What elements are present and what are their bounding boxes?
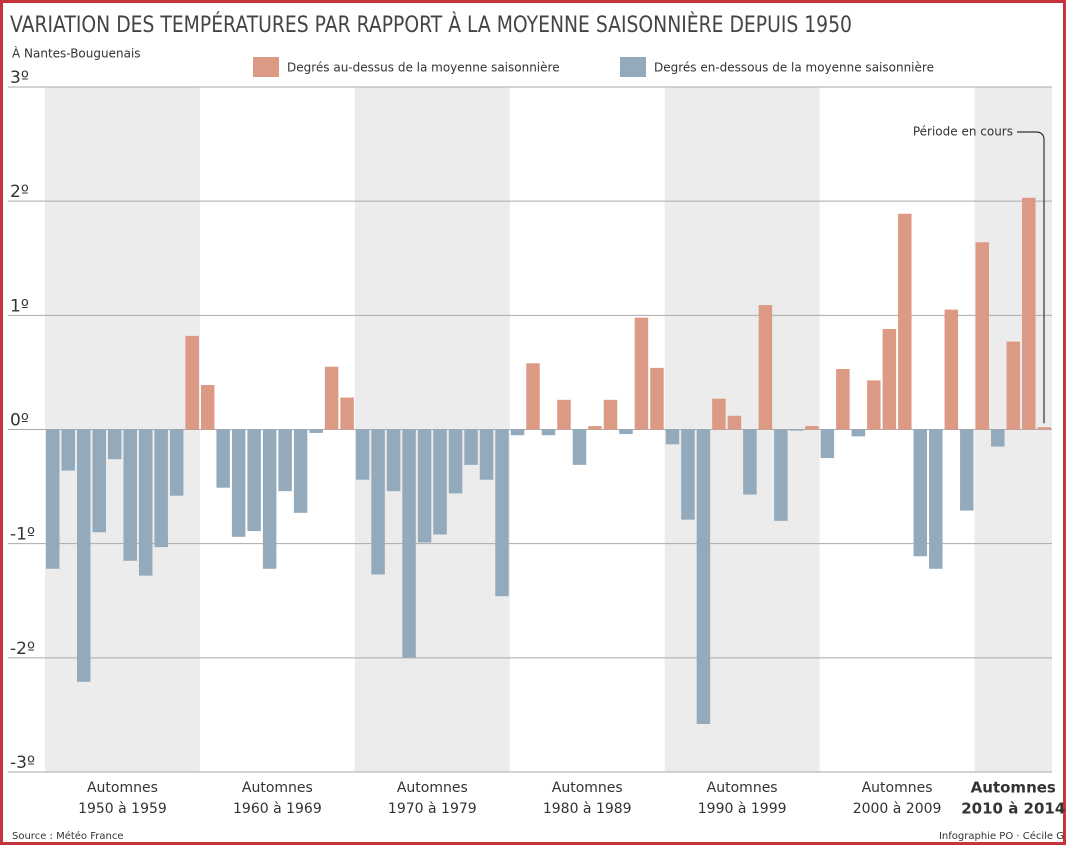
bar — [944, 309, 959, 430]
bar — [836, 368, 850, 430]
bar — [479, 429, 494, 480]
legend-label: Degrés en-dessous de la moyenne saisonni… — [654, 61, 934, 75]
bar — [138, 429, 153, 576]
bar — [231, 429, 246, 537]
group-label: Automnes — [707, 780, 778, 796]
bar — [650, 367, 664, 430]
group-label: Automnes — [87, 780, 158, 796]
y-tick-label: -2º — [10, 639, 35, 659]
group-label: 1990 à 1999 — [698, 801, 787, 817]
bar — [867, 380, 881, 430]
bar — [324, 366, 339, 430]
bar — [464, 429, 478, 465]
bar — [417, 429, 432, 543]
bar — [743, 429, 757, 495]
bar — [355, 429, 370, 480]
group-label: 1950 à 1959 — [78, 801, 167, 817]
y-tick-label: -3º — [10, 753, 35, 773]
bar — [820, 429, 835, 459]
bar — [975, 242, 990, 430]
bar — [107, 429, 122, 460]
chart-title: VARIATION DES TEMPÉRATURES PAR RAPPORT À… — [10, 12, 852, 38]
bar — [46, 429, 60, 569]
bar — [92, 429, 106, 533]
bar — [774, 429, 788, 521]
bar — [913, 429, 928, 557]
bar — [882, 329, 897, 430]
group-label: 2000 à 2009 — [853, 801, 942, 817]
bar — [185, 335, 199, 430]
bar — [123, 429, 137, 561]
bar — [603, 399, 618, 430]
bar — [278, 429, 292, 492]
bar — [448, 429, 463, 494]
group-label: 1970 à 1979 — [388, 801, 477, 817]
bar — [898, 213, 912, 430]
bar — [309, 429, 323, 433]
bar — [510, 429, 525, 436]
legend-swatch — [620, 57, 646, 77]
bar — [619, 429, 633, 435]
bar — [402, 429, 416, 658]
bar — [216, 429, 230, 488]
bar — [960, 429, 974, 511]
group-label: 1980 à 1989 — [543, 801, 632, 817]
y-tick-label: 0º — [10, 411, 29, 431]
annotation-leader — [1017, 131, 1045, 424]
bar — [572, 429, 587, 465]
bar — [727, 415, 742, 430]
bar — [433, 429, 447, 535]
bar — [293, 429, 308, 513]
bar — [61, 429, 75, 471]
y-tick-label: 1º — [10, 296, 29, 316]
bar — [154, 429, 168, 548]
bar — [991, 429, 1005, 447]
bar — [758, 305, 773, 430]
group-label: 1960 à 1969 — [233, 801, 322, 817]
y-tick-label: -1º — [10, 525, 35, 545]
bar — [1037, 427, 1051, 430]
bar — [340, 397, 354, 430]
bar — [495, 429, 509, 597]
group-label: 2010 à 2014 — [961, 800, 1065, 818]
bar — [588, 426, 602, 430]
legend-swatch — [253, 57, 279, 77]
bar — [371, 429, 385, 575]
bar — [200, 384, 215, 430]
bar — [541, 429, 556, 436]
group-label: Automnes — [862, 780, 933, 796]
bar — [262, 429, 277, 569]
bar — [681, 429, 695, 520]
y-tick-label: 3º — [10, 68, 29, 88]
group-label: Automnes — [552, 780, 623, 796]
bar — [805, 426, 819, 430]
bar — [386, 429, 401, 492]
bar — [526, 363, 540, 430]
bar — [634, 317, 649, 430]
group-label: Automnes — [242, 780, 313, 796]
bar — [557, 399, 571, 430]
bar — [789, 429, 804, 431]
bar — [696, 429, 711, 725]
chart-subtitle: À Nantes-Bouguenais — [12, 46, 141, 61]
bar — [247, 429, 261, 532]
bar — [712, 398, 726, 430]
credit: Infographie PO · Cécile G — [939, 830, 1064, 842]
legend-label: Degrés au-dessus de la moyenne saisonniè… — [287, 61, 560, 75]
bar — [76, 429, 91, 682]
bar — [1006, 341, 1021, 430]
annotation: Période en cours — [913, 125, 1013, 139]
y-tick-label: 2º — [10, 182, 29, 202]
group-label: Automnes — [971, 779, 1056, 797]
bar — [929, 429, 943, 569]
source: Source : Météo France — [12, 830, 123, 842]
bar — [851, 429, 866, 437]
bar — [665, 429, 680, 445]
bar — [169, 429, 184, 496]
bar — [1022, 197, 1036, 430]
group-label: Automnes — [397, 780, 468, 796]
